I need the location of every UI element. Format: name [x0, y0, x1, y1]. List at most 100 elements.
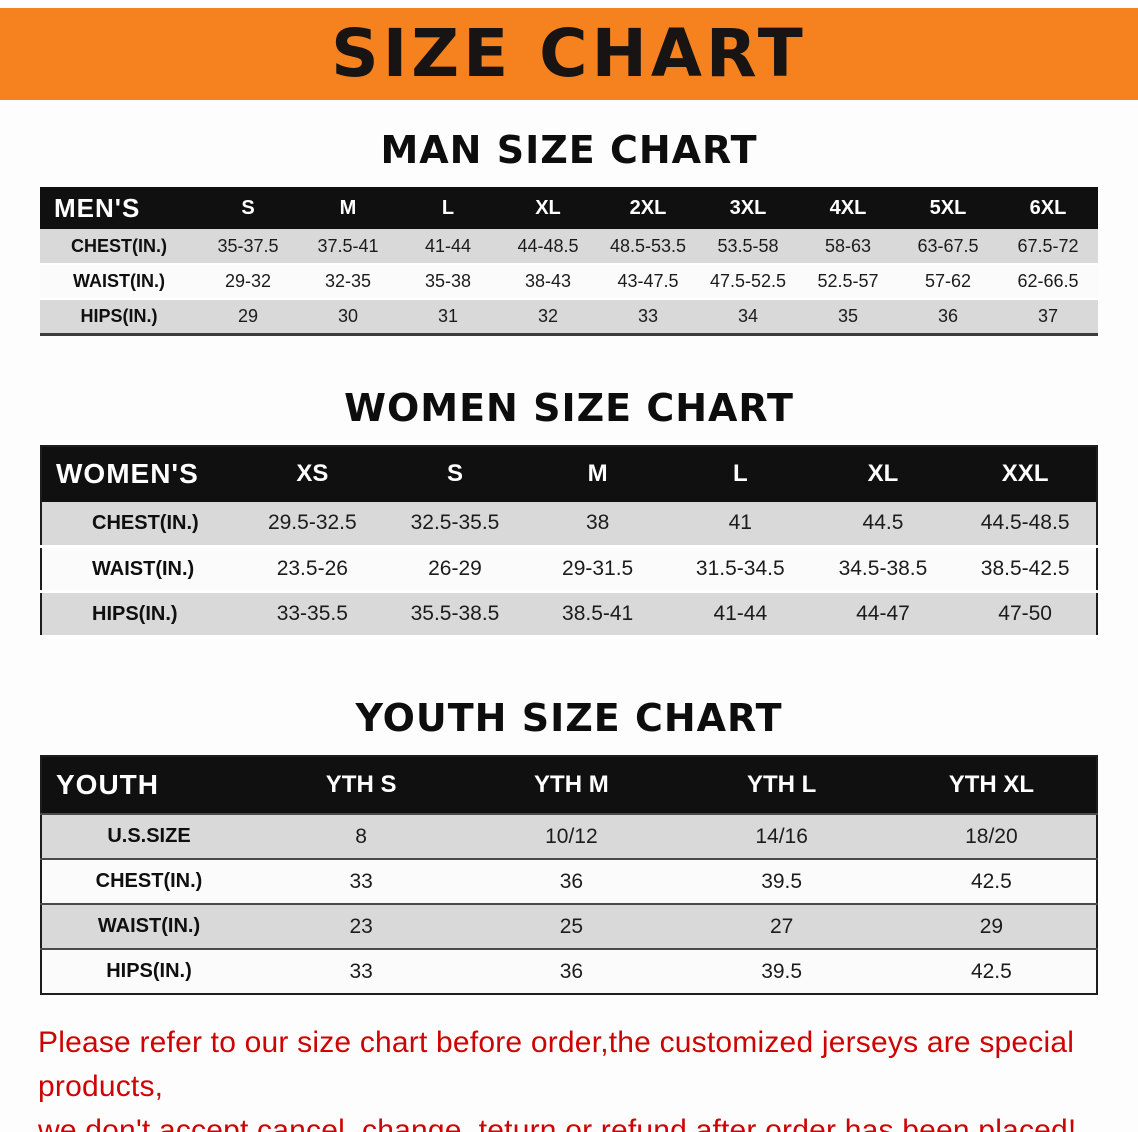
men-hips-in-value-2xl: 33	[598, 299, 698, 335]
youth-u-s-size-value-yth-xl: 18/20	[886, 813, 1097, 859]
youth-waist-in-value-yth-l: 27	[676, 903, 887, 949]
youth-row-label-hips-in: HIPS(IN.)	[41, 948, 256, 994]
youth-chest-in-value-yth-s: 33	[256, 858, 467, 904]
page-title: SIZE CHART	[331, 15, 807, 92]
youth-row-label-waist-in: WAIST(IN.)	[41, 903, 256, 949]
youth-hips-in-value-yth-l: 39.5	[676, 948, 887, 994]
disclaimer-line-1: Please refer to our size chart before or…	[38, 1026, 1075, 1103]
women-row-label-chest-in: CHEST(IN.)	[41, 501, 241, 548]
men-waist-in-value-l: 35-38	[398, 264, 498, 300]
men-chest-in-value-m: 37.5-41	[298, 229, 398, 265]
men-section-heading: MAN SIZE CHART	[380, 128, 758, 172]
youth-hips-in-value-yth-s: 33	[256, 948, 467, 994]
men-size-header-s: S	[198, 187, 298, 229]
women-size-header-s: S	[383, 445, 527, 502]
women-corner-label: WOMEN'S	[41, 445, 241, 502]
youth-row-waist-in: WAIST(IN.) 23 25 27 29	[41, 903, 1097, 949]
women-hips-in-value-m: 38.5-41	[526, 591, 669, 638]
men-row-waist-in: WAIST(IN.) 29-32 32-35 35-38 38-43 43-47.5 47.…	[40, 264, 1098, 300]
women-row-chest-in: CHEST(IN.) 29.5-32.5 32.5-35.5 38 41 44.5 44.5…	[41, 501, 1097, 548]
banner: SIZE CHART	[0, 8, 1138, 100]
youth-waist-in-value-yth-s: 23	[256, 903, 467, 949]
men-chest-in-value-l: 41-44	[398, 229, 498, 265]
men-row-label-waist-in: WAIST(IN.)	[40, 264, 198, 300]
women-waist-in-value-xs: 23.5-26	[241, 546, 384, 593]
youth-row-hips-in: HIPS(IN.) 33 36 39.5 42.5	[41, 948, 1097, 994]
youth-size-header-yth-s: YTH S	[256, 756, 467, 814]
women-size-header-l: L	[668, 445, 812, 502]
men-row-label-hips-in: HIPS(IN.)	[40, 299, 198, 335]
women-row-label-hips-in: HIPS(IN.)	[41, 591, 241, 638]
men-row-chest-in: CHEST(IN.) 35-37.5 37.5-41 41-44 44-48.5 48.5…	[40, 229, 1098, 265]
youth-hips-in-value-yth-xl: 42.5	[886, 948, 1097, 994]
women-chest-in-value-l: 41	[668, 501, 812, 548]
men-size-header-l: L	[398, 187, 498, 229]
men-hips-in-value-3xl: 34	[698, 299, 798, 335]
men-size-header-4xl: 4XL	[798, 187, 898, 229]
women-section: WOMEN SIZE CHART WOMEN'S XS S M L XL XXL CHEST(…	[0, 386, 1138, 638]
women-row-label-waist-in: WAIST(IN.)	[41, 546, 241, 593]
men-size-header-xl: XL	[498, 187, 598, 229]
women-chest-in-value-m: 38	[526, 501, 669, 548]
women-waist-in-value-s: 26-29	[383, 546, 527, 593]
women-chest-in-value-s: 32.5-35.5	[383, 501, 527, 548]
men-chest-in-value-xl: 44-48.5	[498, 229, 598, 265]
men-header-row: MEN'S S M L XL 2XL 3XL 4XL 5XL 6XL	[40, 187, 1098, 229]
men-size-table: MEN'S S M L XL 2XL 3XL 4XL 5XL 6XL CHEST(IN.) 35-37…	[40, 187, 1098, 336]
men-hips-in-value-5xl: 36	[898, 299, 998, 335]
youth-waist-in-value-yth-xl: 29	[886, 903, 1097, 949]
youth-row-u-s-size: U.S.SIZE 8 10/12 14/16 18/20	[41, 813, 1097, 859]
women-hips-in-value-xxl: 47-50	[954, 591, 1097, 638]
women-chest-in-value-xl: 44.5	[811, 501, 955, 548]
women-row-hips-in: HIPS(IN.) 33-35.5 35.5-38.5 38.5-41 41-44 44-…	[41, 591, 1097, 638]
men-waist-in-value-4xl: 52.5-57	[798, 264, 898, 300]
men-waist-in-value-s: 29-32	[198, 264, 298, 300]
women-chest-in-value-xs: 29.5-32.5	[241, 501, 384, 548]
youth-corner-label: YOUTH	[41, 756, 256, 814]
women-waist-in-value-m: 29-31.5	[526, 546, 669, 593]
women-hips-in-value-s: 35.5-38.5	[383, 591, 527, 638]
youth-row-label-u-s-size: U.S.SIZE	[41, 813, 256, 859]
men-waist-in-value-2xl: 43-47.5	[598, 264, 698, 300]
youth-chest-in-value-yth-xl: 42.5	[886, 858, 1097, 904]
youth-section: YOUTH SIZE CHART YOUTH YTH S YTH M YTH L YTH…	[0, 696, 1138, 995]
women-row-waist-in: WAIST(IN.) 23.5-26 26-29 29-31.5 31.5-34.5 34…	[41, 546, 1097, 593]
men-size-header-2xl: 2XL	[598, 187, 698, 229]
men-row-hips-in: HIPS(IN.) 29 30 31 32 33 34 35 36 37	[40, 299, 1098, 335]
men-size-header-3xl: 3XL	[698, 187, 798, 229]
men-corner-label: MEN'S	[40, 187, 198, 229]
youth-section-heading: YOUTH SIZE CHART	[355, 696, 783, 740]
men-waist-in-value-3xl: 47.5-52.5	[698, 264, 798, 300]
women-waist-in-value-l: 31.5-34.5	[668, 546, 812, 593]
men-hips-in-value-l: 31	[398, 299, 498, 335]
women-header-row: WOMEN'S XS S M L XL XXL	[41, 445, 1097, 502]
women-hips-in-value-xs: 33-35.5	[241, 591, 384, 638]
women-size-header-xl: XL	[811, 445, 955, 502]
women-size-header-m: M	[526, 445, 669, 502]
men-chest-in-value-s: 35-37.5	[198, 229, 298, 265]
women-hips-in-value-l: 41-44	[668, 591, 812, 638]
men-waist-in-value-m: 32-35	[298, 264, 398, 300]
women-hips-in-value-xl: 44-47	[811, 591, 955, 638]
men-waist-in-value-xl: 38-43	[498, 264, 598, 300]
men-size-header-6xl: 6XL	[998, 187, 1098, 229]
men-hips-in-value-4xl: 35	[798, 299, 898, 335]
youth-size-table: YOUTH YTH S YTH M YTH L YTH XL U.S.SIZE 8 10/12…	[40, 755, 1098, 995]
men-waist-in-value-5xl: 57-62	[898, 264, 998, 300]
men-size-header-m: M	[298, 187, 398, 229]
men-hips-in-value-m: 30	[298, 299, 398, 335]
women-chest-in-value-xxl: 44.5-48.5	[954, 501, 1097, 548]
disclaimer: Please refer to our size chart before or…	[38, 1021, 1100, 1132]
women-waist-in-value-xxl: 38.5-42.5	[954, 546, 1097, 593]
men-chest-in-value-6xl: 67.5-72	[998, 229, 1098, 265]
men-hips-in-value-s: 29	[198, 299, 298, 335]
youth-row-label-chest-in: CHEST(IN.)	[41, 858, 256, 904]
youth-waist-in-value-yth-m: 25	[466, 903, 677, 949]
men-hips-in-value-6xl: 37	[998, 299, 1098, 335]
youth-row-chest-in: CHEST(IN.) 33 36 39.5 42.5	[41, 858, 1097, 904]
youth-u-s-size-value-yth-m: 10/12	[466, 813, 677, 859]
men-waist-in-value-6xl: 62-66.5	[998, 264, 1098, 300]
men-chest-in-value-5xl: 63-67.5	[898, 229, 998, 265]
youth-size-header-yth-l: YTH L	[676, 756, 887, 814]
